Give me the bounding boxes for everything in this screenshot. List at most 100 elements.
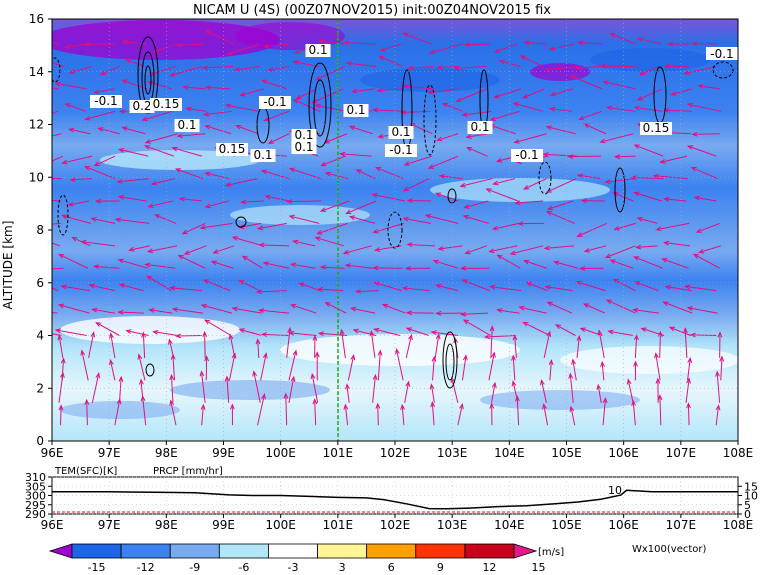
wind-vector-head bbox=[63, 44, 70, 50]
wind-vector bbox=[291, 304, 317, 314]
wind-vector bbox=[512, 355, 516, 381]
wind-vector bbox=[205, 125, 232, 135]
wind-vector-head bbox=[169, 373, 175, 381]
wind-vector bbox=[370, 331, 376, 358]
wind-vector-head bbox=[633, 281, 641, 286]
wind-vector-head bbox=[553, 260, 560, 266]
wind-vector-head bbox=[567, 154, 574, 159]
wind-vector-head bbox=[381, 303, 389, 309]
wind-vector bbox=[114, 399, 121, 426]
wind-vector bbox=[85, 110, 116, 120]
wind-vector-head bbox=[540, 379, 545, 386]
wind-vector-head bbox=[339, 151, 346, 157]
wind-vector bbox=[184, 245, 207, 255]
wind-vector-head bbox=[429, 383, 435, 390]
tem-sfc-line bbox=[52, 489, 738, 510]
wind-vector bbox=[264, 43, 290, 48]
wind-vector-head bbox=[44, 161, 49, 165]
wind-vector bbox=[554, 261, 579, 269]
wind-vector-head bbox=[377, 133, 384, 139]
wind-vector bbox=[259, 309, 290, 314]
wind-vector-head bbox=[432, 259, 439, 265]
wind-vector bbox=[406, 327, 429, 336]
wind-vector bbox=[263, 262, 290, 269]
wind-vector-head bbox=[686, 102, 694, 108]
wind-vector-head bbox=[58, 253, 65, 259]
wind-vector-head bbox=[636, 216, 643, 222]
colorbar-level-label: -12 bbox=[137, 561, 155, 574]
wind-vector-head bbox=[514, 200, 521, 206]
wind-vector-head bbox=[691, 131, 698, 137]
wind-vector bbox=[653, 175, 688, 180]
wind-vector-head bbox=[199, 224, 206, 230]
wind-vector-head bbox=[405, 327, 412, 332]
wind-vector-head bbox=[117, 309, 124, 315]
x-tick-label: 100E bbox=[265, 446, 296, 460]
wind-vector-head bbox=[171, 146, 178, 152]
wind-vector-head bbox=[577, 40, 584, 46]
wind-vector bbox=[465, 43, 491, 46]
colorbar-level-label: -3 bbox=[288, 561, 299, 574]
wind-vector bbox=[380, 43, 402, 51]
x-tick-label: 106E bbox=[608, 446, 639, 460]
contour-label-bg bbox=[640, 122, 672, 135]
wind-vector-head bbox=[93, 89, 100, 95]
wind-vector-head bbox=[462, 214, 469, 220]
x-tick-label: 101E bbox=[323, 446, 354, 460]
wind-vector bbox=[118, 259, 148, 269]
chart-title: NICAM U (4S) (00Z07NOV2015) init:00Z04NO… bbox=[193, 3, 551, 18]
wind-vector bbox=[203, 110, 232, 116]
wind-vector-head bbox=[118, 375, 124, 382]
wind-vector bbox=[576, 336, 580, 358]
wind-vector bbox=[319, 332, 347, 336]
wind-vector-head bbox=[224, 182, 232, 187]
ts-x-tick-label: 103E bbox=[437, 518, 468, 532]
wind-vector bbox=[204, 332, 206, 358]
wind-vector bbox=[401, 110, 431, 113]
wind-vector bbox=[515, 200, 544, 204]
wind-vector-head bbox=[350, 353, 356, 361]
wind-vector bbox=[349, 216, 376, 224]
wind-vector bbox=[152, 178, 175, 185]
wind-vector-head bbox=[54, 81, 61, 87]
wind-vector bbox=[314, 399, 317, 426]
wind-vector-head bbox=[258, 308, 265, 313]
contour-label: 0.15 bbox=[219, 142, 246, 156]
wind-vector bbox=[550, 108, 572, 112]
wind-vector bbox=[153, 331, 178, 336]
wind-vector-head bbox=[377, 349, 383, 356]
wind-vector bbox=[288, 376, 295, 403]
wind-vector-head bbox=[84, 115, 91, 121]
wind-vector bbox=[225, 178, 258, 186]
wind-vector-head bbox=[689, 332, 696, 338]
wind-vector-head bbox=[460, 265, 467, 271]
wind-vector-head bbox=[686, 145, 694, 150]
wind-vector-head bbox=[177, 254, 184, 260]
wind-vector-head bbox=[513, 139, 520, 144]
wind-vector bbox=[203, 65, 234, 69]
wind-vector-head bbox=[493, 93, 500, 99]
ts-x-tick-label: 100E bbox=[265, 518, 296, 532]
wind-vector-head bbox=[424, 213, 432, 219]
wind-vector bbox=[489, 124, 516, 135]
wind-vector-head bbox=[312, 334, 318, 341]
wind-vector bbox=[186, 107, 207, 112]
wind-vector-head bbox=[546, 205, 554, 211]
wind-vector-head bbox=[402, 216, 409, 222]
wind-vector-head bbox=[489, 325, 495, 332]
wind-vector-head bbox=[405, 380, 411, 387]
wind-vector-head bbox=[522, 321, 529, 327]
wind-vector bbox=[372, 375, 376, 403]
colorbar-cell bbox=[120, 543, 171, 559]
wind-vector bbox=[497, 309, 520, 314]
wind-vector bbox=[572, 359, 577, 381]
wind-vector bbox=[89, 284, 116, 292]
wind-vector-head bbox=[258, 242, 265, 248]
y-tick-label: 12 bbox=[29, 118, 44, 132]
wind-vector-head bbox=[256, 289, 263, 295]
wind-vector bbox=[100, 66, 120, 75]
wind-vector bbox=[546, 126, 576, 135]
wind-vector-head bbox=[686, 402, 691, 409]
wind-vector-head bbox=[146, 275, 153, 281]
wind-vector bbox=[382, 304, 406, 314]
